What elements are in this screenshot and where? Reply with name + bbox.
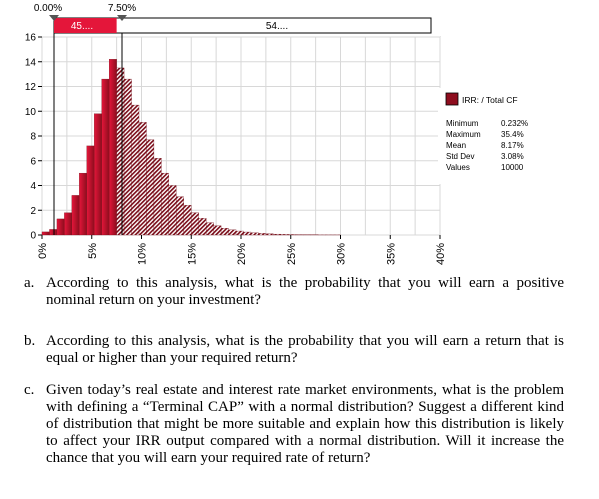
delimiter-left-percent: 45....	[71, 21, 93, 32]
histogram-bar	[168, 185, 177, 236]
histogram-bar	[71, 195, 80, 236]
delimiter-right-handle[interactable]	[117, 15, 127, 21]
histogram-bar	[41, 231, 50, 236]
delimiter-left-band	[54, 18, 117, 33]
y-tick-label: 0	[30, 231, 36, 242]
y-axis: 0 2 4 6 8 10 12 14 16	[25, 33, 42, 242]
histogram-bar	[109, 59, 117, 236]
legend-series-label: IRR: / Total CF	[462, 95, 518, 105]
histogram-bar	[220, 228, 229, 236]
question-a: a. According to this analysis, what is t…	[24, 275, 564, 309]
histogram-bar	[101, 78, 110, 236]
question-b-text: According to this analysis, what is the …	[46, 333, 564, 366]
question-b-letter: b.	[24, 333, 36, 349]
legend-stat-value: 3.08%	[501, 152, 524, 161]
x-axis: 0% 5% 10% 15% 20% 25% 30% 35% 40%	[37, 235, 447, 265]
histogram-bar	[228, 229, 237, 236]
x-tick-label: 25%	[286, 243, 298, 265]
histogram-bar	[191, 212, 199, 236]
histogram-bar	[265, 233, 274, 236]
histogram-bar	[183, 205, 192, 236]
histogram-bar	[273, 233, 281, 236]
x-tick-label: 35%	[385, 243, 397, 265]
legend-stat-value: 0.232%	[501, 119, 528, 128]
histogram-bar	[198, 218, 207, 236]
y-tick-label: 6	[30, 156, 36, 167]
histogram-bars	[41, 59, 341, 236]
delimiter-right-value: 7.50%	[108, 3, 136, 14]
y-tick-label: 8	[30, 132, 36, 143]
histogram-bar	[250, 232, 259, 236]
legend-box: IRR: / Total CF Minimum 0.232% Maximum 35.4…	[438, 88, 538, 184]
question-c-letter: c.	[24, 382, 35, 398]
y-tick-label: 14	[25, 57, 37, 68]
legend-stat-label: Values	[446, 163, 470, 172]
histogram-bar	[243, 231, 252, 236]
histogram-bar	[94, 113, 102, 236]
x-tick-label: 20%	[236, 243, 248, 265]
question-a-letter: a.	[24, 275, 35, 291]
x-tick-label: 30%	[336, 243, 348, 265]
x-tick-label: 0%	[37, 243, 49, 259]
x-tick-label: 5%	[87, 243, 99, 259]
histogram-bar	[176, 196, 184, 236]
legend-stat-label: Std Dev	[446, 152, 474, 161]
y-tick-label: 4	[30, 181, 36, 192]
legend-stat-value: 35.4%	[501, 130, 524, 139]
x-tick-label: 10%	[137, 243, 149, 265]
histogram-bar	[49, 229, 58, 236]
y-tick-label: 12	[25, 82, 37, 93]
histogram-bar	[64, 212, 72, 236]
histogram-bar	[131, 104, 140, 236]
histogram-bar	[146, 139, 155, 236]
question-b: b. According to this analysis, what is t…	[24, 333, 564, 367]
histogram-bar	[79, 172, 87, 236]
legend-stat-label: Minimum	[446, 119, 479, 128]
legend-swatch	[445, 92, 459, 106]
delimiter-left-value: 0.00%	[34, 3, 62, 14]
y-tick-label: 16	[25, 33, 37, 44]
histogram-bar	[138, 122, 147, 236]
question-c-text: Given today’s real estate and interest r…	[46, 382, 564, 466]
delimiter-left-handle[interactable]	[49, 15, 59, 21]
histogram-bar	[56, 218, 65, 236]
histogram-bar	[258, 233, 267, 236]
y-tick-label: 10	[25, 107, 37, 118]
question-c: c. Given today’s real estate and interes…	[24, 382, 564, 467]
legend-stats: Minimum 0.232% Maximum 35.4% Mean 8.17% Std De…	[446, 119, 528, 172]
y-tick-label: 2	[30, 206, 36, 217]
delimiter-right-percent: 54....	[266, 21, 288, 32]
histogram-bar	[153, 158, 162, 236]
histogram-bar	[235, 230, 244, 236]
question-a-text: According to this analysis, what is the …	[46, 275, 564, 308]
histogram-bar	[213, 225, 222, 236]
histogram-bar	[116, 67, 125, 236]
legend-stat-value: 8.17%	[501, 141, 524, 150]
x-tick-label: 40%	[435, 243, 447, 265]
histogram-bar	[206, 222, 214, 236]
histogram-bar	[86, 145, 95, 236]
histogram-bar	[280, 234, 289, 236]
legend-stat-label: Maximum	[446, 130, 481, 139]
histogram-bar	[123, 78, 132, 236]
delimiter-bar[interactable]: 45.... 54.... 0.00% 7.50%	[34, 3, 432, 235]
histogram-bar	[161, 172, 170, 236]
legend-stat-value: 10000	[501, 163, 524, 172]
x-tick-label: 15%	[186, 243, 198, 265]
legend-stat-label: Mean	[446, 141, 466, 150]
